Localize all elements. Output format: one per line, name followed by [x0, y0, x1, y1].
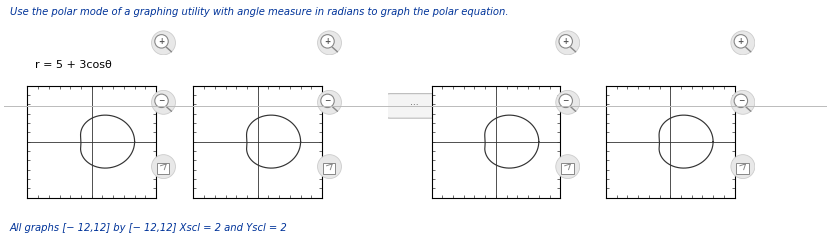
Circle shape — [318, 90, 341, 114]
Text: r = 5 + 3cosθ: r = 5 + 3cosθ — [35, 60, 111, 69]
Circle shape — [735, 94, 748, 108]
FancyBboxPatch shape — [157, 163, 169, 174]
Circle shape — [559, 35, 573, 48]
Circle shape — [155, 94, 168, 108]
Text: +: + — [159, 37, 164, 46]
Circle shape — [155, 35, 168, 48]
Circle shape — [318, 31, 341, 55]
Text: −: − — [159, 96, 164, 105]
Text: All graphs [− 12,12] by [− 12,12] Xscl = 2 and Yscl = 2: All graphs [− 12,12] by [− 12,12] Xscl =… — [10, 223, 288, 233]
Text: +: + — [325, 37, 330, 46]
Circle shape — [559, 94, 573, 108]
Text: −: − — [325, 96, 330, 105]
Text: +: + — [563, 37, 569, 46]
Circle shape — [556, 90, 579, 114]
Circle shape — [321, 94, 334, 108]
Circle shape — [731, 155, 754, 178]
Circle shape — [556, 31, 579, 55]
FancyBboxPatch shape — [736, 163, 749, 174]
FancyBboxPatch shape — [386, 94, 443, 118]
FancyBboxPatch shape — [323, 163, 335, 174]
Text: −: − — [563, 96, 569, 105]
Circle shape — [556, 155, 579, 178]
Text: ···: ··· — [410, 101, 419, 110]
Text: Use the polar mode of a graphing utility with angle measure in radians to graph : Use the polar mode of a graphing utility… — [10, 7, 509, 17]
Text: +: + — [738, 37, 744, 46]
Circle shape — [321, 35, 334, 48]
Text: −: − — [738, 96, 744, 105]
Circle shape — [318, 155, 341, 178]
Circle shape — [735, 35, 748, 48]
Circle shape — [731, 90, 754, 114]
Circle shape — [152, 31, 175, 55]
FancyBboxPatch shape — [561, 163, 574, 174]
Circle shape — [731, 31, 754, 55]
Circle shape — [152, 155, 175, 178]
Circle shape — [152, 90, 175, 114]
